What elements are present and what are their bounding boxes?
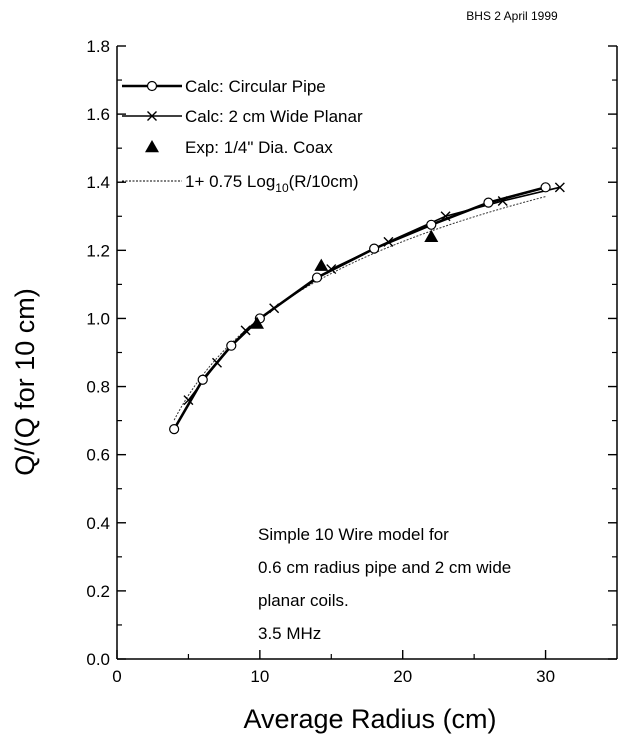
- y-tick-label: 1.2: [86, 241, 110, 260]
- series-layer: [169, 182, 565, 435]
- experimental-point: [314, 258, 329, 271]
- series-log-fit: [173, 196, 546, 421]
- y-tick-label: 0.4: [86, 514, 110, 533]
- y-axis-label: Q/(Q for 10 cm): [10, 288, 40, 476]
- legend-marker: [147, 111, 157, 121]
- legend-marker: [146, 80, 158, 92]
- circular-pipe-line: [173, 186, 546, 430]
- y-tick-label: 0.6: [86, 446, 110, 465]
- circular-pipe-point: [197, 374, 208, 385]
- x-tick-label: 10: [250, 667, 269, 686]
- experimental-point: [424, 229, 439, 242]
- y-tick-label: 1.8: [86, 37, 110, 56]
- circular-pipe-point: [226, 340, 237, 351]
- x-tick-label: 20: [393, 667, 412, 686]
- y-tick-label: 0.0: [86, 650, 110, 669]
- series-planar: [183, 182, 565, 406]
- series-experimental: [250, 229, 439, 329]
- planar-point: [554, 182, 565, 193]
- legend-entry: Calc: Circular Pipe: [122, 77, 326, 96]
- circular-pipe-point: [369, 243, 380, 254]
- legend-label: Calc: 2 cm Wide Planar: [185, 107, 363, 126]
- annotation-block: Simple 10 Wire model for 0.6 cm radius p…: [258, 525, 511, 643]
- y-tick-label: 1.0: [86, 309, 110, 328]
- legend-entry: Calc: 2 cm Wide Planar: [122, 107, 363, 126]
- legend-label: Exp: 1/4" Dia. Coax: [185, 138, 333, 157]
- y-tick-label: 1.6: [86, 105, 110, 124]
- annotation-line-3: planar coils.: [258, 591, 349, 610]
- legend-marker: [145, 140, 159, 153]
- circular-pipe-point: [540, 182, 551, 193]
- legend-entry: 1+ 0.75 Log10(R/10cm): [122, 172, 359, 195]
- planar-line: [187, 186, 561, 401]
- y-tick-label: 0.2: [86, 582, 110, 601]
- legend-label: Calc: Circular Pipe: [185, 77, 326, 96]
- y-tick-label: 0.8: [86, 378, 110, 397]
- legend-entry: Exp: 1/4" Dia. Coax: [145, 138, 333, 157]
- x-axis-label: Average Radius (cm): [243, 704, 496, 734]
- circular-pipe-point: [426, 219, 437, 230]
- legend-label: 1+ 0.75 Log10(R/10cm): [185, 172, 359, 195]
- series-circular-pipe: [169, 182, 551, 435]
- y-axis-ticks: 0.0 0.2 0.4 0.6 0.8 1.0 1.2 1.4 1.6 1.8: [86, 37, 617, 669]
- annotation-line-1: Simple 10 Wire model for: [258, 525, 449, 544]
- y-tick-label: 1.4: [86, 173, 110, 192]
- circular-pipe-point: [483, 197, 494, 208]
- circular-pipe-point: [311, 272, 323, 283]
- log-fit-line: [173, 196, 546, 421]
- x-axis-ticks: 0 10 20 30: [112, 650, 555, 686]
- header-note: BHS 2 April 1999: [466, 9, 558, 23]
- legend: Calc: Circular Pipe Calc: 2 cm Wide Plana…: [122, 77, 363, 195]
- x-tick-label: 30: [536, 667, 555, 686]
- annotation-line-2: 0.6 cm radius pipe and 2 cm wide: [258, 558, 511, 577]
- experimental-point: [250, 316, 264, 329]
- circular-pipe-point: [169, 424, 180, 435]
- x-tick-label: 0: [112, 667, 121, 686]
- annotation-line-4: 3.5 MHz: [258, 624, 321, 643]
